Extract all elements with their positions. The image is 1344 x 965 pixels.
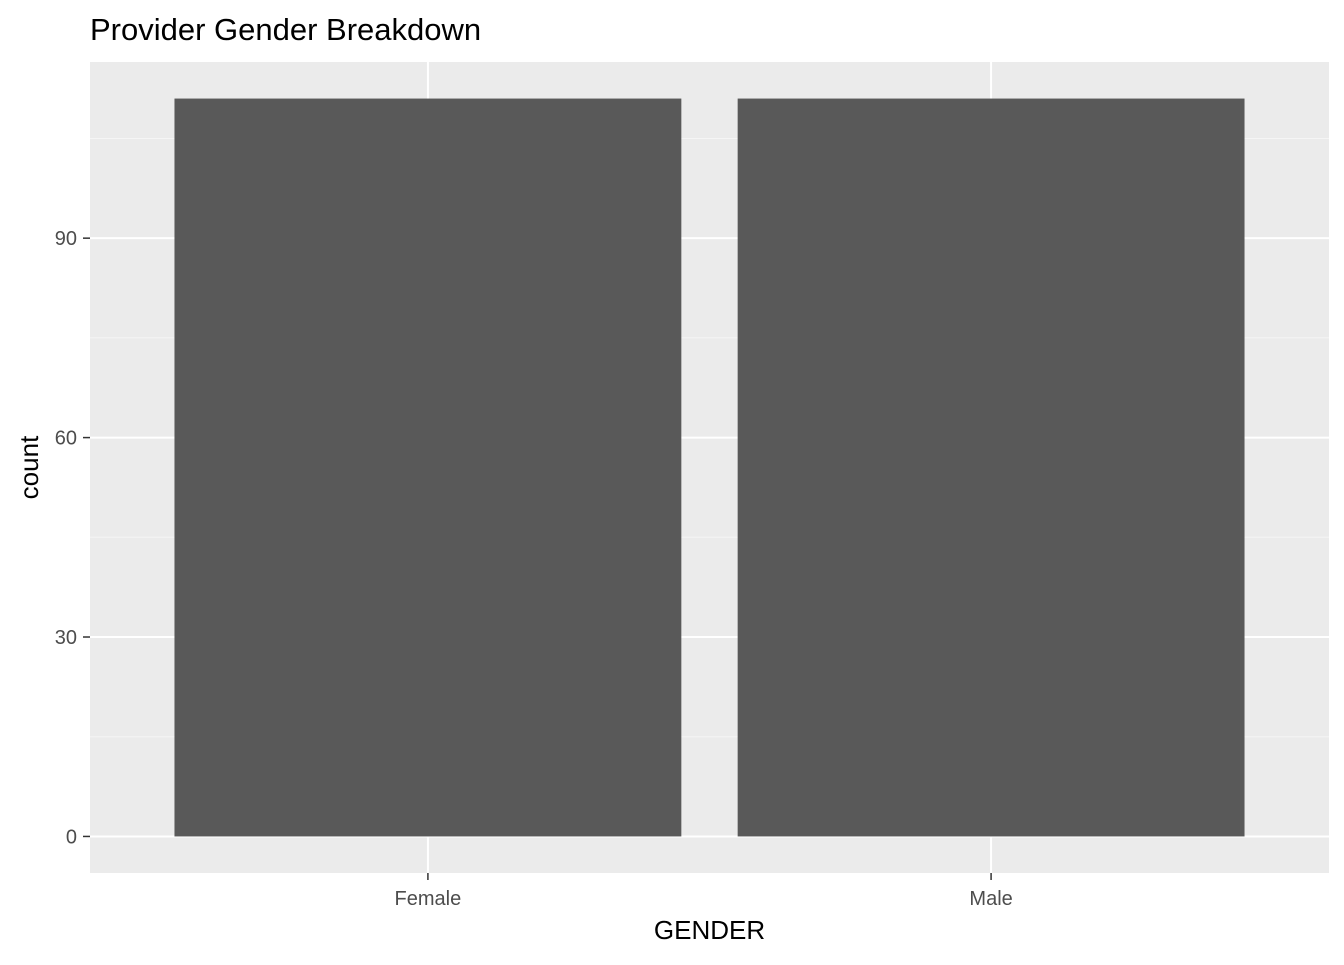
y-tick-label: 0 xyxy=(66,826,77,848)
bar-female xyxy=(174,98,682,837)
y-tick-label: 90 xyxy=(55,228,77,250)
y-axis-label: count xyxy=(14,435,44,499)
bars-group xyxy=(174,98,1245,837)
bar-male xyxy=(737,98,1245,837)
x-tick-label: Female xyxy=(395,888,462,910)
x-axis-label: GENDER xyxy=(654,915,765,945)
y-tick-label: 30 xyxy=(55,627,77,649)
x-tick-label: Male xyxy=(969,888,1012,910)
y-tick-label: 60 xyxy=(55,428,77,450)
chart-title: Provider Gender Breakdown xyxy=(90,12,481,47)
x-axis: Female Male xyxy=(395,873,1013,910)
y-axis: 0 30 60 90 xyxy=(55,228,90,848)
